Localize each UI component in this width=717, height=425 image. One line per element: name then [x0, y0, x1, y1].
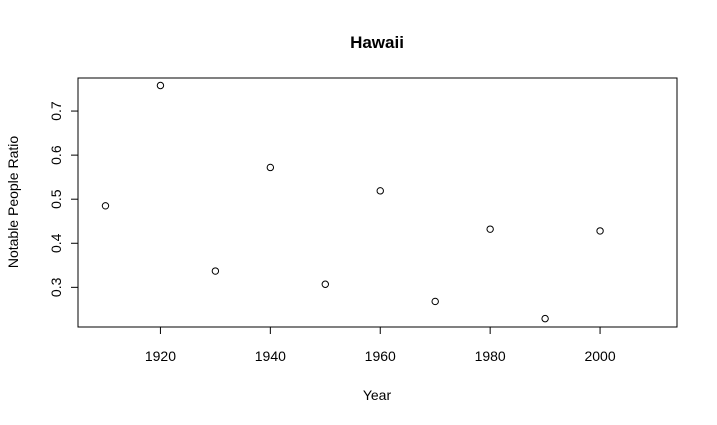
y-tick-label: 0.7 [48, 101, 64, 121]
x-tick-label: 2000 [584, 348, 615, 364]
x-tick-label: 1960 [365, 348, 396, 364]
data-point [541, 314, 549, 323]
plot-frame [77, 77, 678, 328]
x-axis: 1920 1940 1960 1980 2000 [145, 326, 616, 364]
y-axis: 0.3 0.4 0.5 0.6 0.7 [48, 101, 79, 297]
data-point [596, 227, 604, 235]
x-axis-label: Year [363, 387, 392, 403]
y-tick-label: 0.4 [48, 233, 64, 253]
y-axis-label: Notable People Ratio [5, 136, 21, 269]
y-tick-label: 0.6 [48, 145, 64, 165]
data-point [486, 225, 494, 233]
x-tick-label: 1980 [475, 348, 506, 364]
data-point [321, 280, 329, 288]
chart-title: Hawaii [350, 33, 404, 52]
data-point [376, 187, 384, 195]
data-point [431, 297, 439, 306]
y-tick-label: 0.3 [48, 277, 64, 297]
data-point [211, 267, 220, 275]
y-tick-label: 0.5 [48, 189, 64, 209]
x-tick-label: 1940 [255, 348, 286, 364]
data-point [156, 81, 165, 90]
data-point [266, 163, 275, 172]
data-points [101, 81, 604, 323]
data-point [101, 202, 110, 210]
x-tick-label: 1920 [145, 348, 176, 364]
